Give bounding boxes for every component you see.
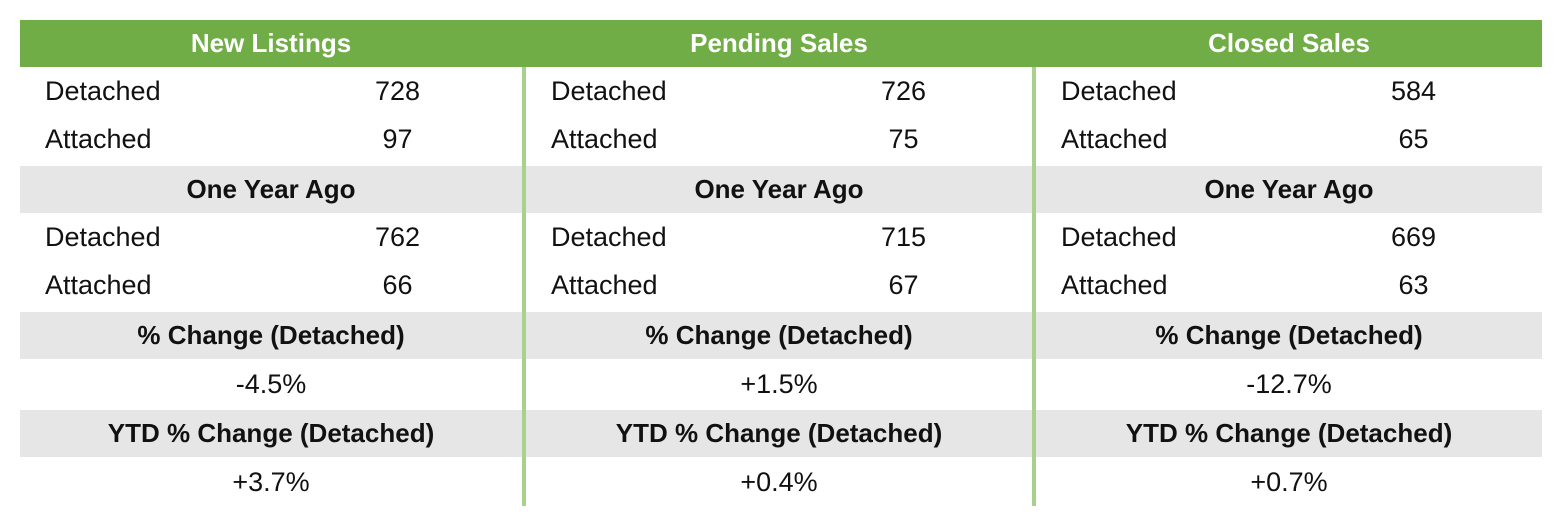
- row-label: Attached: [551, 270, 658, 300]
- row-value: 715: [880, 222, 927, 252]
- column-title: New Listings: [190, 28, 352, 58]
- section-title: % Change (Detached): [20, 312, 522, 359]
- row-label: Attached: [551, 124, 658, 154]
- row-label: Attached: [45, 270, 152, 300]
- row-label: Attached: [1061, 124, 1168, 154]
- row-label: Detached: [551, 222, 667, 252]
- row-value: 726: [880, 76, 927, 106]
- row-label: Detached: [45, 76, 161, 106]
- row-label: Detached: [551, 76, 667, 106]
- ytd-value: +0.7%: [1250, 467, 1328, 497]
- column-title: Closed Sales: [1208, 28, 1370, 58]
- section-title: One Year Ago: [20, 166, 522, 213]
- row-value: 669: [1390, 222, 1437, 252]
- column-title: Pending Sales: [690, 28, 868, 58]
- row-label: Detached: [1061, 222, 1177, 252]
- section-title: One Year Ago: [1036, 166, 1542, 213]
- row-value: 584: [1390, 76, 1437, 106]
- row-value: 65: [1398, 124, 1429, 154]
- column-separator: [1032, 67, 1036, 506]
- change-value: -4.5%: [235, 369, 307, 399]
- row-value: 66: [382, 270, 413, 300]
- row-label: Detached: [1061, 76, 1177, 106]
- row-value: 762: [374, 222, 421, 252]
- change-value: +1.5%: [740, 369, 818, 399]
- row-label: Attached: [45, 124, 152, 154]
- section-title: % Change (Detached): [1036, 312, 1542, 359]
- ytd-value: +3.7%: [232, 467, 310, 497]
- section-title: YTD % Change (Detached): [20, 410, 522, 457]
- row-value: 728: [374, 76, 421, 106]
- change-value: -12.7%: [1246, 369, 1332, 399]
- row-label: Attached: [1061, 270, 1168, 300]
- row-value: 67: [888, 270, 919, 300]
- row-label: Detached: [45, 222, 161, 252]
- row-value: 75: [888, 124, 919, 154]
- section-title: One Year Ago: [526, 166, 1032, 213]
- section-title: YTD % Change (Detached): [1036, 410, 1542, 457]
- section-title: YTD % Change (Detached): [526, 410, 1032, 457]
- section-title: % Change (Detached): [526, 312, 1032, 359]
- column-separator: [522, 67, 526, 506]
- header-bar: [20, 20, 1542, 67]
- row-value: 63: [1398, 270, 1429, 300]
- row-value: 97: [382, 124, 413, 154]
- ytd-value: +0.4%: [740, 467, 818, 497]
